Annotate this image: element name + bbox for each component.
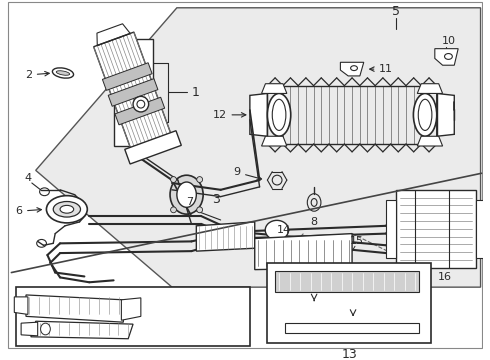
Ellipse shape: [170, 175, 203, 214]
Ellipse shape: [41, 323, 50, 335]
Ellipse shape: [171, 207, 176, 213]
Polygon shape: [26, 295, 123, 322]
Polygon shape: [417, 84, 442, 94]
Text: 15: 15: [350, 237, 364, 246]
Ellipse shape: [60, 206, 74, 213]
Polygon shape: [250, 94, 268, 136]
Ellipse shape: [265, 220, 289, 240]
Polygon shape: [255, 234, 352, 270]
Polygon shape: [262, 136, 287, 146]
Polygon shape: [386, 199, 396, 258]
Polygon shape: [122, 298, 141, 320]
Ellipse shape: [272, 99, 286, 130]
Text: 7: 7: [186, 198, 193, 207]
Polygon shape: [97, 24, 130, 45]
Text: 8: 8: [311, 217, 318, 227]
Polygon shape: [114, 39, 152, 146]
Polygon shape: [94, 32, 172, 153]
Polygon shape: [36, 8, 481, 287]
Polygon shape: [341, 62, 364, 76]
Polygon shape: [108, 79, 158, 106]
Polygon shape: [268, 263, 431, 343]
Ellipse shape: [268, 94, 291, 136]
Polygon shape: [437, 94, 454, 136]
Text: 4: 4: [24, 173, 31, 183]
Text: 9: 9: [233, 167, 262, 180]
Ellipse shape: [414, 94, 437, 136]
Ellipse shape: [53, 202, 80, 217]
Text: 2: 2: [24, 70, 49, 80]
Ellipse shape: [133, 96, 148, 112]
Polygon shape: [8, 2, 482, 348]
Polygon shape: [125, 131, 181, 164]
Polygon shape: [16, 287, 250, 346]
Text: 13: 13: [341, 348, 357, 360]
Polygon shape: [396, 190, 476, 268]
Ellipse shape: [177, 182, 196, 207]
Polygon shape: [476, 199, 486, 258]
Text: 1: 1: [191, 86, 199, 99]
Polygon shape: [115, 97, 165, 125]
Ellipse shape: [56, 71, 70, 75]
Polygon shape: [435, 49, 458, 65]
Text: 10: 10: [441, 36, 455, 46]
Text: 3: 3: [212, 193, 220, 206]
Polygon shape: [285, 323, 419, 333]
Ellipse shape: [171, 177, 176, 183]
Ellipse shape: [47, 195, 87, 223]
Polygon shape: [417, 136, 442, 146]
Text: 5: 5: [392, 5, 400, 18]
Polygon shape: [275, 271, 419, 292]
Text: 16: 16: [438, 273, 452, 282]
Text: 11: 11: [370, 64, 393, 74]
Ellipse shape: [418, 99, 432, 130]
Text: 14: 14: [277, 225, 291, 235]
Polygon shape: [196, 222, 255, 251]
Polygon shape: [31, 321, 133, 339]
Polygon shape: [102, 63, 152, 90]
Ellipse shape: [197, 207, 202, 213]
Text: 6: 6: [15, 206, 42, 216]
Polygon shape: [14, 297, 28, 314]
Polygon shape: [21, 322, 38, 336]
Ellipse shape: [197, 177, 202, 183]
Text: 12: 12: [212, 110, 246, 120]
Polygon shape: [262, 84, 287, 94]
